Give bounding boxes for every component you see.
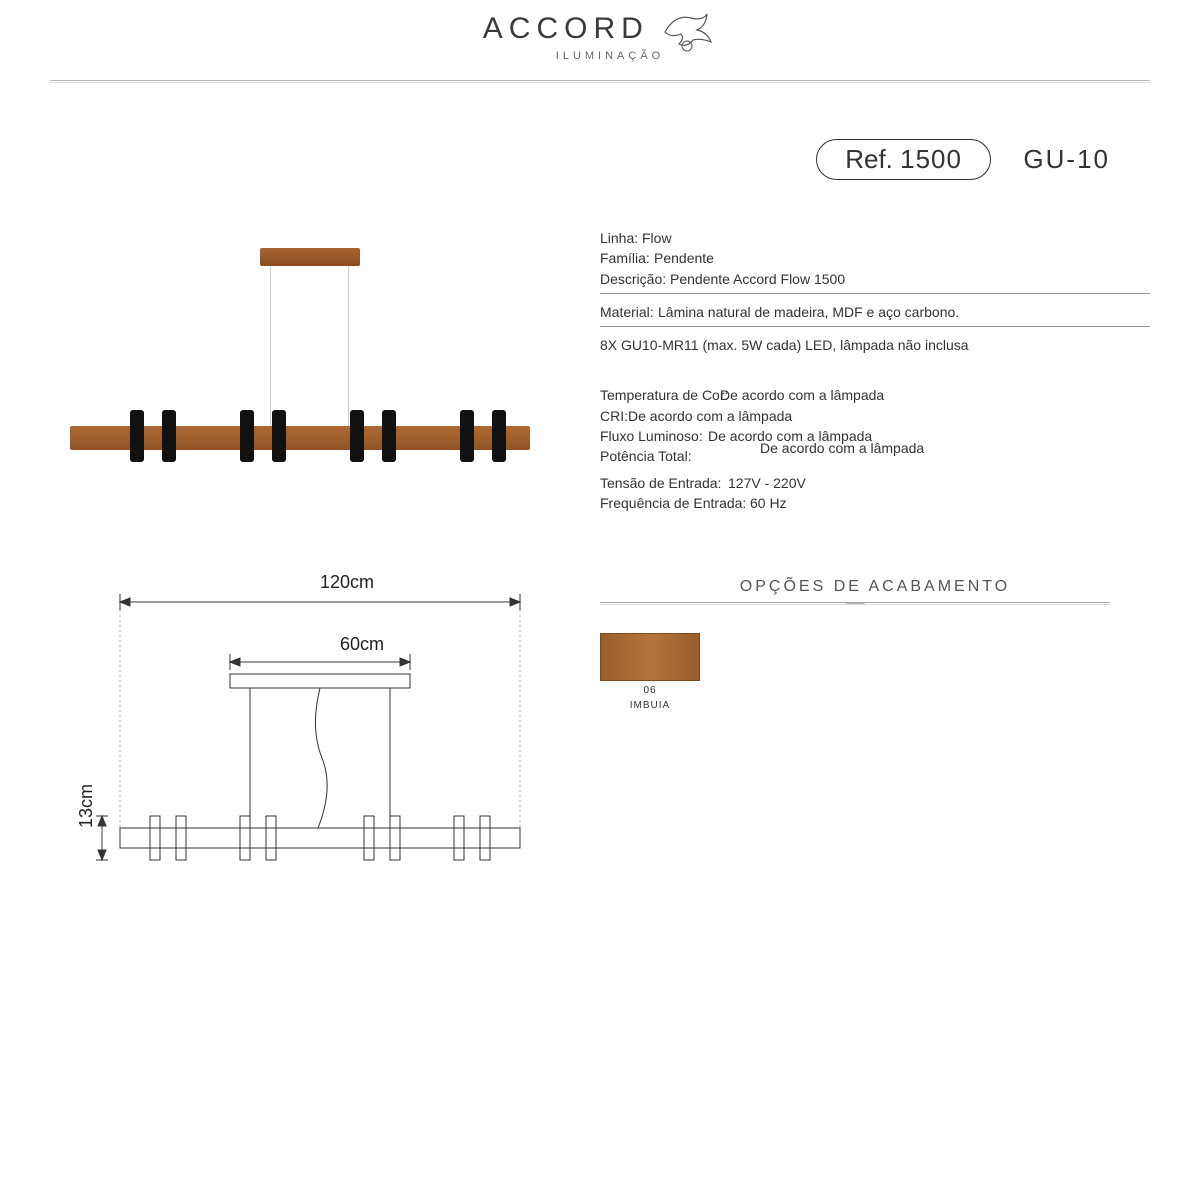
dim-height: 13cm	[76, 784, 97, 828]
cri-value: De acordo com a lâmpada	[628, 406, 792, 426]
dim-canopy: 60cm	[340, 634, 384, 655]
product-render	[70, 238, 530, 518]
swatch-row: 06 IMBUIA	[600, 633, 1150, 711]
temp-value: De acordo com a lâmpada	[720, 385, 884, 405]
ref-number: 1500	[900, 144, 962, 174]
finish-rule	[600, 602, 1110, 605]
swatch-code: 06	[600, 685, 700, 696]
freq-value: 60 Hz	[750, 493, 787, 513]
pot-label: Potência Total:	[600, 446, 750, 466]
descricao-value: Pendente Accord Flow 1500	[670, 269, 845, 289]
technical-drawing: 120cm 60cm 13cm	[90, 578, 550, 938]
pot-value: De acordo com a lâmpada	[760, 438, 924, 458]
ref-suffix: GU-10	[1023, 144, 1110, 175]
brand-logo: ACCORD ILUMINAÇÃO	[50, 0, 1150, 62]
spec-rule-1	[600, 293, 1150, 294]
dim-width: 120cm	[320, 572, 374, 593]
freq-label: Frequência de Entrada:	[600, 493, 770, 513]
ref-label: Ref.	[845, 144, 893, 174]
header-rule	[50, 80, 1150, 83]
reference-row: Ref. 1500 GU-10	[50, 139, 1150, 180]
spec-rule-2	[600, 326, 1150, 327]
lamp-line: 8X GU10-MR11 (max. 5W cada) LED, lâmpada…	[600, 335, 1150, 355]
familia-value: Pendente	[654, 248, 714, 268]
reference-pill: Ref. 1500	[816, 139, 991, 180]
brand-tagline: ILUMINAÇÃO	[70, 50, 1150, 62]
finish-title: OPÇÕES DE ACABAMENTO	[600, 578, 1150, 596]
linha-value: Flow	[642, 228, 672, 248]
brand-name: ACCORD	[483, 12, 649, 46]
tensao-value: 127V - 220V	[728, 473, 806, 493]
lizard-icon	[657, 4, 717, 54]
material-value: Lâmina natural de madeira, MDF e aço car…	[658, 302, 959, 322]
swatch-name: IMBUIA	[600, 700, 700, 711]
swatch-imbuia	[600, 633, 700, 681]
spec-block: Linha:Flow Família:Pendente Descrição:Pe…	[600, 228, 1150, 518]
